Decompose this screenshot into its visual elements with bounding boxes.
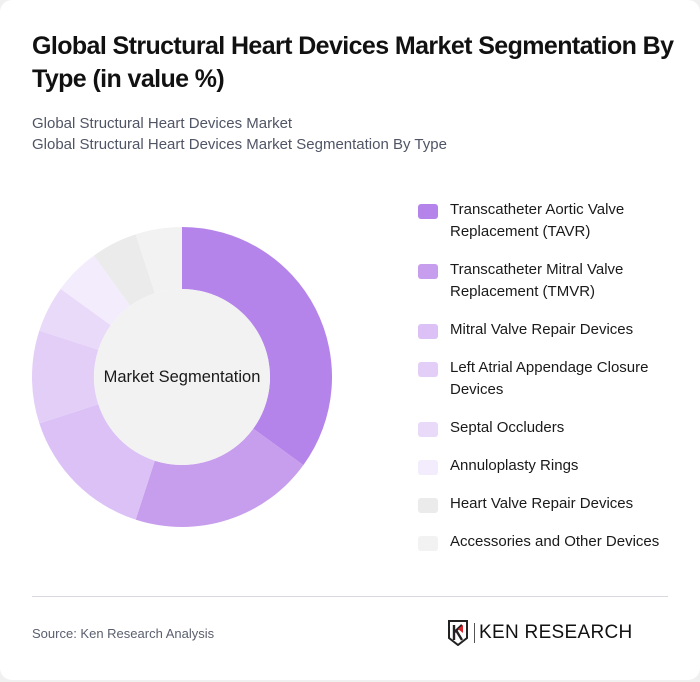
legend-swatch-icon: [418, 324, 438, 339]
legend-label: Left Atrial Appendage Closure Devices: [450, 359, 649, 398]
subtitle-line-1: Global Structural Heart Devices Market: [32, 115, 293, 132]
ken-research-logo: KEN RESEARCH: [447, 620, 633, 646]
legend-item[interactable]: Accessories and Other Devices: [418, 531, 688, 553]
legend-item[interactable]: Transcatheter Aortic Valve Replacement (…: [418, 199, 688, 243]
legend-label: Septal Occluders: [450, 419, 565, 436]
legend-item[interactable]: Left Atrial Appendage Closure Devices: [418, 357, 688, 401]
donut-slice[interactable]: [39, 404, 155, 520]
donut-slice[interactable]: [135, 227, 182, 294]
donut-slice[interactable]: [32, 330, 99, 424]
donut-slice[interactable]: [60, 255, 131, 326]
legend-label: Transcatheter Aortic Valve Replacement (…: [450, 201, 625, 240]
legend-label: Mitral Valve Repair Devices: [450, 321, 634, 338]
donut-svg: [32, 227, 332, 527]
donut-slice[interactable]: [182, 227, 332, 466]
subtitle-line-2: Global Structural Heart Devices Market S…: [32, 136, 447, 153]
legend-item[interactable]: Heart Valve Repair Devices: [418, 493, 688, 515]
legend-swatch-icon: [418, 362, 438, 377]
donut-slice[interactable]: [135, 428, 304, 527]
donut-chart: Market Segmentation: [32, 227, 332, 527]
legend-swatch-icon: [418, 422, 438, 437]
donut-slice[interactable]: [93, 234, 155, 306]
legend-item[interactable]: Mitral Valve Repair Devices: [418, 319, 688, 341]
source-note: Source: Ken Research Analysis: [32, 626, 215, 641]
legend-label: Accessories and Other Devices: [450, 533, 660, 550]
legend-swatch-icon: [418, 460, 438, 475]
legend-swatch-icon: [418, 498, 438, 513]
chart-subtitle: Global Structural Heart Devices Market G…: [32, 113, 447, 155]
legend-swatch-icon: [418, 264, 438, 279]
legend-label: Annuloplasty Rings: [450, 457, 579, 474]
legend-item[interactable]: Septal Occluders: [418, 417, 688, 439]
legend-item[interactable]: Annuloplasty Rings: [418, 455, 688, 477]
legend-label: Heart Valve Repair Devices: [450, 495, 634, 512]
ken-research-shield-icon: [448, 620, 468, 646]
donut-hole: [94, 289, 270, 465]
chart-legend: Transcatheter Aortic Valve Replacement (…: [418, 199, 688, 569]
legend-swatch-icon: [418, 204, 438, 219]
brand-name: KEN RESEARCH: [479, 622, 633, 643]
chart-title: Global Structural Heart Devices Market S…: [32, 32, 674, 93]
footer-divider: [32, 596, 668, 597]
legend-item[interactable]: Transcatheter Mitral Valve Replacement (…: [418, 259, 688, 303]
legend-swatch-icon: [418, 536, 438, 551]
legend-label: Transcatheter Mitral Valve Replacement (…: [450, 261, 624, 300]
donut-slice[interactable]: [39, 288, 111, 350]
brand-divider: [474, 623, 475, 643]
